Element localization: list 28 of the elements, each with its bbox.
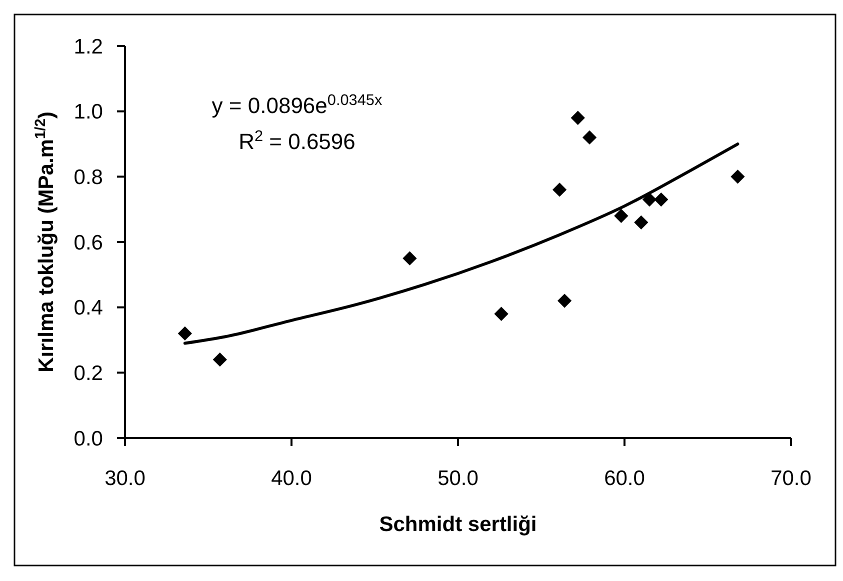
x-tick-label: 70.0 xyxy=(770,467,812,490)
y-tick-label: 0.2 xyxy=(74,362,103,386)
annotation: R$^{2}$ = 0.6596 xyxy=(238,128,356,154)
x-tick-label: 50.0 xyxy=(438,467,478,490)
point xyxy=(557,294,572,308)
point xyxy=(582,130,597,145)
point xyxy=(212,352,227,367)
point xyxy=(730,170,745,184)
point xyxy=(634,215,648,230)
point xyxy=(402,251,417,266)
point xyxy=(642,192,657,207)
annotation: y = 0.0896e$^{0.0345x}$ xyxy=(212,92,382,118)
x-tick-label: 30.0 xyxy=(104,467,146,490)
x-axis-title: Schmidt sertliği xyxy=(379,513,537,536)
point xyxy=(614,208,628,223)
point xyxy=(570,110,585,125)
point xyxy=(654,192,668,207)
x-tick-label: 40.0 xyxy=(271,467,312,490)
y-tick-label: 1.2 xyxy=(74,35,103,58)
point xyxy=(494,306,508,321)
y-tick-label: 0.0 xyxy=(74,427,103,450)
x-tick-label: 60.0 xyxy=(604,467,645,490)
y-tick-label: 1.0 xyxy=(74,100,103,124)
y-tick-label: 0.8 xyxy=(74,166,103,190)
y-tick-label: 0.4 xyxy=(74,296,104,320)
point xyxy=(552,182,567,197)
y-tick-label: 0.6 xyxy=(74,231,103,254)
point xyxy=(178,326,192,341)
